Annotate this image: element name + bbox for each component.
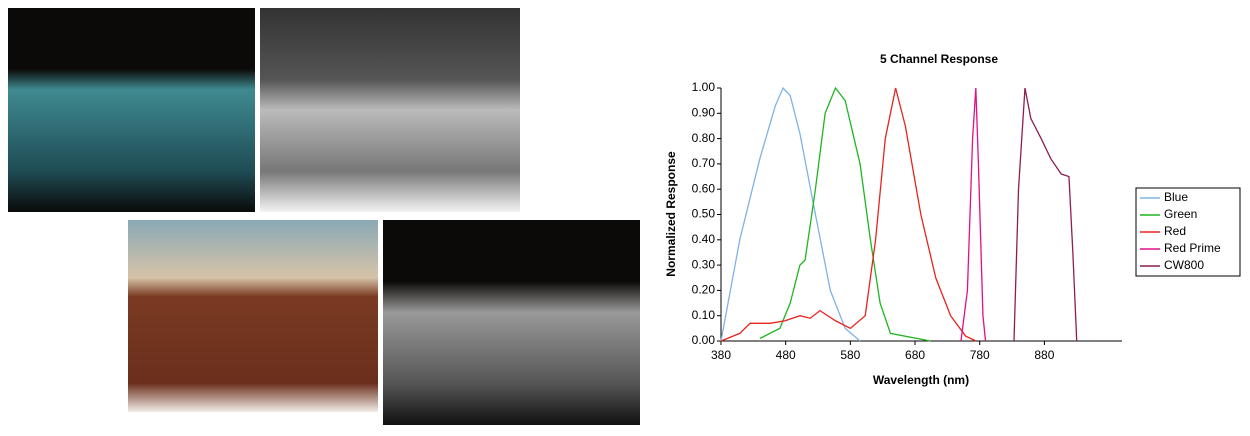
x-tick-label: 680 bbox=[905, 348, 925, 362]
x-tick-label: 780 bbox=[970, 348, 990, 362]
legend-label: Blue bbox=[1164, 190, 1188, 204]
y-tick-label: 0.30 bbox=[692, 257, 716, 271]
y-tick-label: 0.20 bbox=[692, 283, 716, 297]
y-tick-label: 0.80 bbox=[692, 131, 716, 145]
legend-label: CW800 bbox=[1164, 258, 1204, 272]
y-tick-label: 0.70 bbox=[692, 156, 716, 170]
series-line bbox=[759, 86, 931, 342]
series-line bbox=[720, 86, 861, 342]
x-tick-label: 580 bbox=[840, 348, 860, 362]
legend-label: Red Prime bbox=[1164, 241, 1221, 255]
x-tick-label: 480 bbox=[776, 348, 796, 362]
x-axis-label: Wavelength (nm) bbox=[873, 373, 969, 387]
photo bbox=[383, 220, 640, 425]
series-line bbox=[1013, 87, 1078, 342]
series-line bbox=[720, 87, 977, 342]
y-tick-label: 1.00 bbox=[692, 80, 716, 94]
y-axis-label: Normalized Response bbox=[664, 151, 678, 277]
y-tick-label: 0.40 bbox=[692, 232, 716, 246]
photo bbox=[8, 8, 255, 212]
y-tick-label: 0.90 bbox=[692, 105, 716, 119]
photo bbox=[128, 220, 378, 412]
x-tick-label: 380 bbox=[711, 348, 731, 362]
y-tick-label: 0.10 bbox=[692, 308, 716, 322]
legend-label: Red bbox=[1164, 224, 1186, 238]
y-tick-label: 0.00 bbox=[692, 333, 716, 347]
legend-label: Green bbox=[1164, 207, 1197, 221]
x-tick-label: 880 bbox=[1034, 348, 1054, 362]
photo bbox=[260, 8, 520, 212]
y-tick-label: 0.60 bbox=[692, 181, 716, 195]
y-tick-label: 0.50 bbox=[692, 207, 716, 221]
series-line bbox=[960, 87, 987, 342]
chart-title: 5 Channel Response bbox=[880, 52, 998, 66]
